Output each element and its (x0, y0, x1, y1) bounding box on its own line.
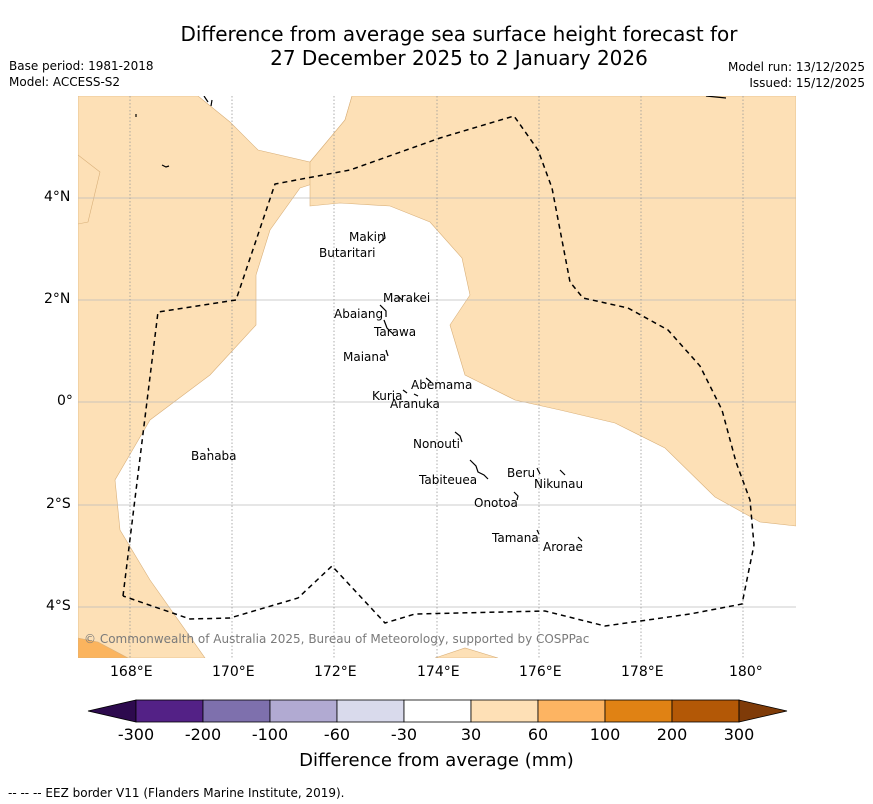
anomaly-patch-west (78, 154, 101, 225)
island-label-tamana: Tamana (492, 531, 539, 545)
meta-left: Base period: 1981-2018 Model: ACCESS-S2 (9, 58, 154, 90)
colorbar-segment-1 (135, 699, 204, 723)
island-label-abemama: Abemama (411, 378, 473, 392)
colorbar-segment-3 (269, 699, 338, 723)
lon-label-170e: 170°E (212, 664, 255, 680)
anomaly-patch-orange (78, 637, 129, 658)
lat-label-4n: 4°N (44, 189, 71, 205)
lat-label-2s: 2°S (46, 496, 71, 512)
colorbar-segment-7 (537, 699, 606, 723)
island-label-makin: Makin (349, 230, 385, 244)
colorbar-tick-4: -60 (323, 725, 351, 744)
island-label-kuria: Kuria (372, 389, 403, 403)
island-outlines (135, 96, 727, 542)
colorbar-tick-1: -300 (117, 725, 155, 744)
colorbar-segment-6 (470, 699, 539, 723)
title-line-2: 27 December 2025 to 2 January 2026 (270, 46, 648, 70)
map-title: Difference from average sea surface heig… (0, 22, 873, 70)
colorbar-segment-5 (403, 699, 472, 723)
colorbar-tick-8: 100 (589, 725, 621, 744)
colorbar-tick-7: 60 (527, 725, 549, 744)
island-label-marakei: Marakei (383, 291, 431, 305)
model-run: Model run: 13/12/2025 (727, 60, 865, 74)
colorbar-tick-2: -200 (184, 725, 222, 744)
island-label-maiana: Maiana (343, 350, 387, 364)
island-label-banaba: Banaba (191, 449, 237, 463)
colorbar-segment-8 (604, 699, 673, 723)
island-label-beru: Beru (507, 466, 536, 480)
colorbar (87, 699, 788, 723)
colorbar-segment-9 (671, 699, 740, 723)
lat-label-2n: 2°N (44, 291, 71, 307)
anomaly-patch-south (434, 647, 499, 658)
issued-date: Issued: 15/12/2025 (749, 76, 865, 90)
colorbar-tick-3: -100 (251, 725, 289, 744)
island-label-abaiang: Abaiang (334, 307, 384, 321)
lat-label-0: 0° (57, 393, 73, 409)
eez-legend-note: -- -- -- EEZ border V11 (Flanders Marine… (8, 786, 345, 800)
lon-label-178e: 178°E (621, 664, 664, 680)
meta-right: Model run: 13/12/2025 Issued: 15/12/2025 (728, 59, 865, 91)
lat-label-4s: 4°S (46, 598, 71, 614)
lon-label-168e: 168°E (110, 664, 153, 680)
island-label-tabiteuea: Tabiteuea (419, 473, 478, 487)
lon-label-174e: 174°E (417, 664, 460, 680)
colorbar-label: Difference from average (mm) (299, 750, 574, 771)
colorbar-tick-5: -30 (390, 725, 418, 744)
base-period: Base period: 1981-2018 (9, 59, 154, 73)
model-name: Model: ACCESS-S2 (9, 75, 121, 89)
island-label-nonouti: Nonouti (413, 437, 460, 451)
lon-label-180: 180° (729, 664, 763, 680)
colorbar-under-arrow (87, 699, 137, 723)
island-label-aranuka: Aranuka (390, 397, 440, 411)
colorbar-tick-6: 30 (460, 725, 482, 744)
island-label-butaritari: Butaritari (319, 246, 376, 260)
lon-label-176e: 176°E (519, 664, 562, 680)
eez-border (122, 115, 755, 627)
meridians (129, 96, 744, 658)
colorbar-tick-10: 300 (723, 725, 755, 744)
colorbar-tick-9: 200 (656, 725, 688, 744)
island-label-onotoa: Onotoa (474, 496, 518, 510)
island-label-arorae: Arorae (543, 540, 583, 554)
title-line-1: Difference from average sea surface heig… (180, 22, 738, 46)
lon-label-172e: 172°E (314, 664, 357, 680)
colorbar-segment-4 (336, 699, 405, 723)
colorbar-over-arrow (738, 699, 788, 723)
island-label-nikunau: Nikunau (534, 477, 584, 491)
anomaly-region-east (309, 96, 796, 527)
colorbar-segment-2 (202, 699, 271, 723)
island-label-tarawa: Tarawa (374, 325, 417, 339)
copyright-notice: © Commonwealth of Australia 2025, Bureau… (84, 632, 590, 646)
